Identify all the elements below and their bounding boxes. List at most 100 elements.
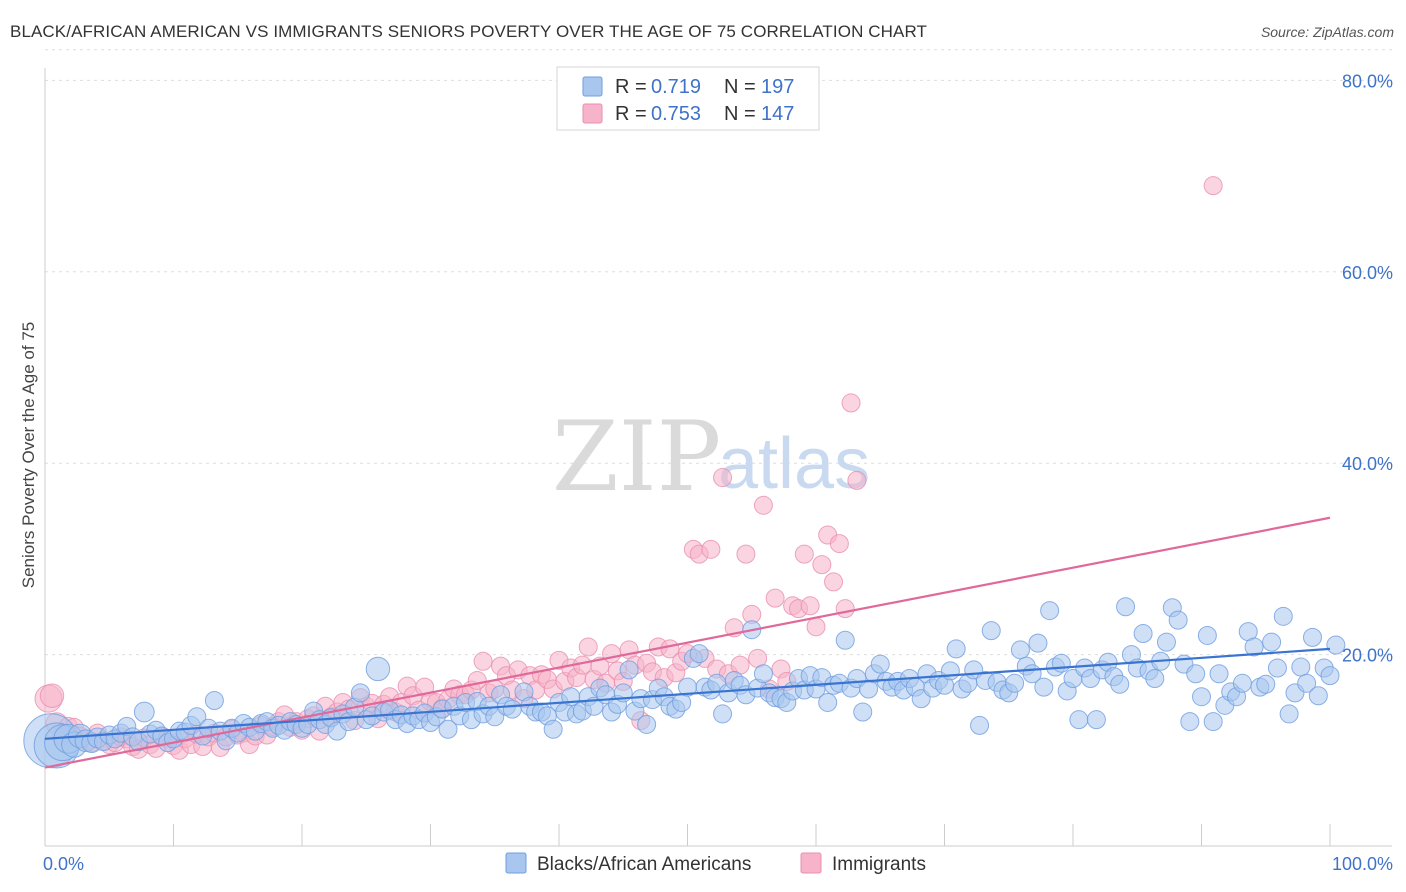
bottom-legend-label-black: Blacks/African Americans <box>537 854 751 875</box>
black-point <box>133 701 155 723</box>
immigrants-point <box>835 599 855 619</box>
black-point <box>1326 635 1346 655</box>
immigrants-point <box>473 651 493 671</box>
immigrants-point <box>800 596 820 616</box>
y-tick-labels: 20.0% 40.0% 60.0% 80.0% <box>1342 71 1393 665</box>
legend-swatch-black <box>582 76 603 97</box>
black-point <box>1256 674 1276 694</box>
black-point <box>835 630 855 650</box>
black-point <box>1110 674 1130 694</box>
black-point <box>438 719 458 739</box>
black-point <box>204 691 224 711</box>
x-tick-label-min: 0.0% <box>43 854 84 874</box>
legend-n-label-immigrants: N = <box>724 103 756 125</box>
watermark-atlas: atlas <box>718 424 870 504</box>
immigrants-point <box>713 468 733 488</box>
black-point <box>1168 610 1188 630</box>
y-tick-label: 20.0% <box>1342 646 1393 666</box>
black-point <box>187 707 207 727</box>
black-point <box>1180 712 1200 732</box>
bottom-legend-label-immigrants: Immigrants <box>832 854 926 875</box>
black-point <box>1051 653 1071 673</box>
black-point <box>1291 657 1311 677</box>
legend-r-value-immigrants: 0.753 <box>651 103 701 125</box>
y-tick-label: 80.0% <box>1342 71 1393 91</box>
black-point <box>365 656 391 682</box>
black-point <box>713 704 733 724</box>
black-point <box>1203 712 1223 732</box>
black-point <box>1040 601 1060 621</box>
black-point <box>1034 677 1054 697</box>
watermark-zip: ZIP <box>552 401 721 513</box>
black-point <box>1186 664 1206 684</box>
black-point <box>753 664 773 684</box>
legend-r-value-black: 0.719 <box>651 76 701 98</box>
source-label: Source: ZipAtlas.com <box>1260 24 1394 40</box>
immigrants-point <box>812 555 832 575</box>
chart-title: BLACK/AFRICAN AMERICAN VS IMMIGRANTS SEN… <box>10 22 928 41</box>
immigrants-point <box>1203 176 1223 196</box>
black-point <box>1010 640 1030 660</box>
black-point <box>1279 704 1299 724</box>
immigrants-point <box>829 534 849 554</box>
immigrants-point <box>602 644 622 664</box>
immigrants-point <box>841 393 861 413</box>
black-point <box>1267 658 1287 678</box>
immigrants-point <box>39 683 65 708</box>
black-point <box>689 644 709 664</box>
black-point <box>1133 624 1153 644</box>
black-point <box>619 660 639 680</box>
black-point <box>818 692 838 712</box>
black-point <box>1116 597 1136 617</box>
x-axis-ticks <box>44 824 1331 846</box>
y-tick-label: 60.0% <box>1342 263 1393 283</box>
bottom-legend-swatch-black <box>505 852 527 874</box>
immigrants-point <box>701 539 721 559</box>
black-point <box>1308 686 1328 706</box>
immigrants-point <box>824 572 844 592</box>
black-point <box>543 719 563 739</box>
black-point <box>1156 632 1176 652</box>
y-tick-label: 40.0% <box>1342 454 1393 474</box>
gridlines <box>45 49 1392 656</box>
legend-n-value-immigrants: 147 <box>761 103 794 125</box>
black-point <box>970 715 990 735</box>
legend-n-value-black: 197 <box>761 76 794 98</box>
black-trend-line <box>44 647 1331 740</box>
immigrants-point <box>736 544 756 564</box>
black-point <box>1302 627 1322 647</box>
legend-swatch-immigrants <box>582 103 603 124</box>
legend-r-label-black: R = <box>615 76 647 98</box>
black-point <box>946 639 966 659</box>
black-point <box>853 702 873 722</box>
legend-n-label-black: N = <box>724 76 756 98</box>
immigrants-point <box>806 617 826 637</box>
black-point <box>1320 666 1340 686</box>
bottom-legend-swatch-immigrants <box>800 852 822 874</box>
black-point <box>1086 710 1106 730</box>
black-point <box>1273 606 1293 626</box>
top-legend: R = 0.719 N = 197 R = 0.753 N = 147 <box>556 66 820 131</box>
black-point <box>1028 633 1048 653</box>
black-point <box>1262 632 1282 652</box>
black-point <box>1209 664 1229 684</box>
immigrants-trend-line <box>44 516 1331 769</box>
black-point <box>1192 687 1212 707</box>
black-point <box>1145 669 1165 689</box>
black-points <box>23 597 1346 769</box>
black-point <box>1005 673 1025 693</box>
black-point <box>981 621 1001 641</box>
black-point <box>1244 637 1264 657</box>
watermark: ZIP atlas <box>552 401 870 513</box>
black-point <box>350 683 370 703</box>
trend-lines <box>44 516 1331 769</box>
black-point <box>1197 625 1217 645</box>
black-point <box>1232 673 1252 693</box>
legend-r-label-immigrants: R = <box>615 103 647 125</box>
bottom-legend: Blacks/African Americans Immigrants <box>505 852 926 875</box>
black-point <box>502 699 522 719</box>
black-point <box>870 654 890 674</box>
immigrants-point <box>765 588 785 608</box>
y-axis-title: Seniors Poverty Over the Age of 75 <box>19 322 38 588</box>
